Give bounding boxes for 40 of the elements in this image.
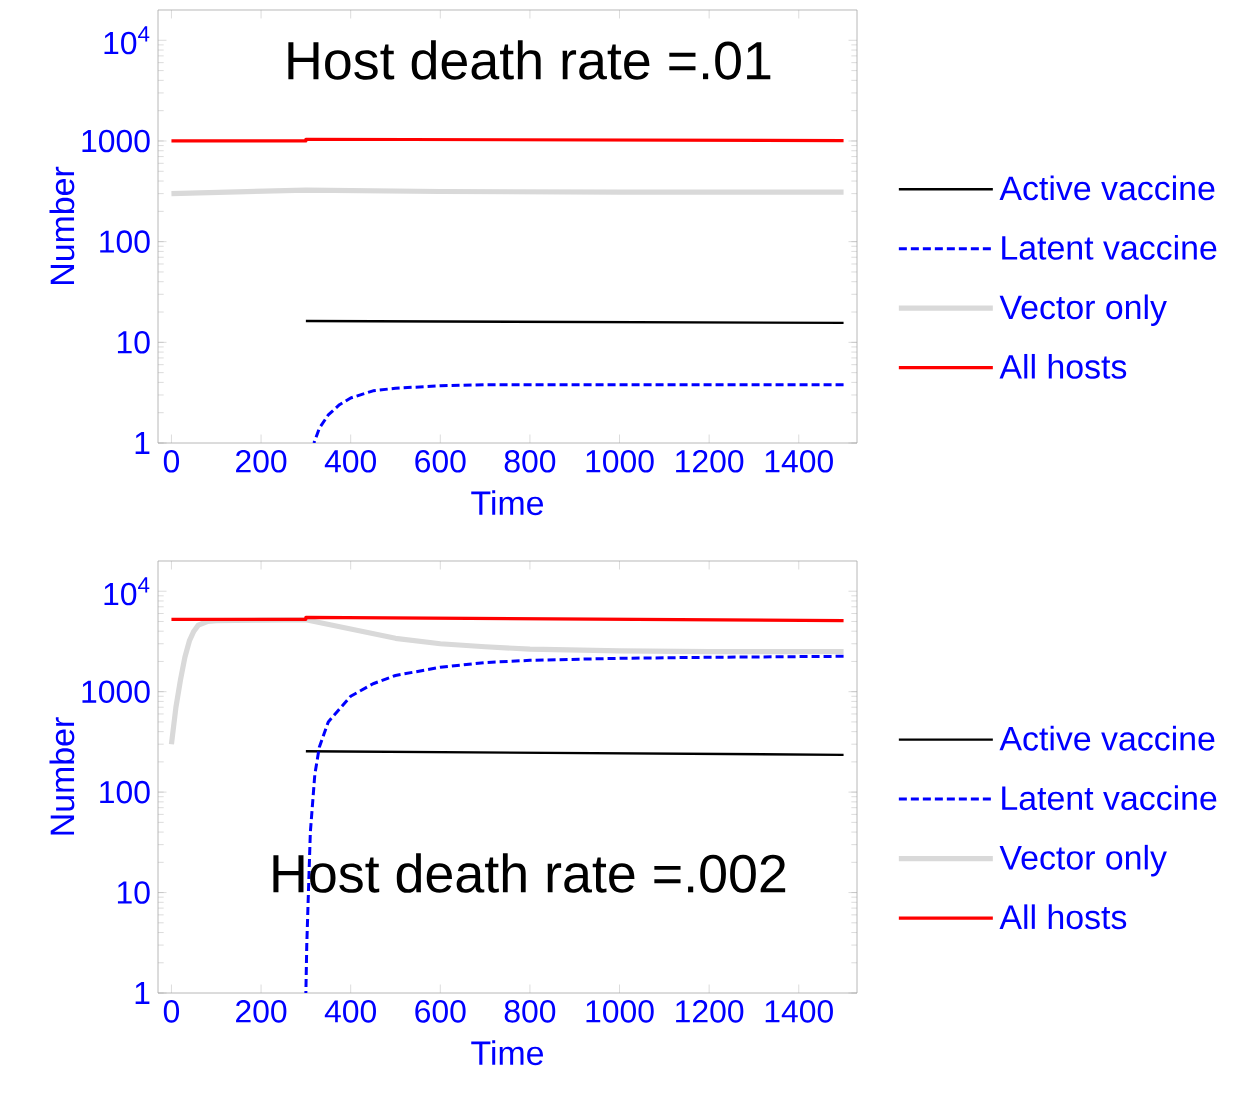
y-tick-label: 1 [135, 432, 150, 454]
x-tick-label: 800 [504, 1000, 556, 1023]
y-tick-label: 10 [117, 881, 150, 904]
x-tick-label: 800 [504, 450, 556, 473]
y-axis-title: Number [49, 717, 75, 835]
legend-label: All hosts [999, 904, 1127, 930]
x-tick-label: 0 [163, 450, 180, 473]
x-axis-title: Time [471, 1040, 544, 1066]
y-tick-label: 1 [135, 982, 150, 1004]
x-tick-label: 1200 [676, 1000, 744, 1023]
x-tick-label: 1000 [586, 1000, 654, 1023]
y-axis-title: Number [49, 166, 75, 284]
chart-title: Host death rate =.01 [288, 40, 771, 80]
y-tick-label: 1000 [82, 680, 150, 703]
legend-label: Active vaccine [999, 725, 1215, 751]
x-tick-label: 200 [236, 1000, 287, 1023]
x-tick-label: 600 [415, 1000, 466, 1023]
legend-label: Vector only [999, 844, 1167, 877]
x-tick-label: 400 [324, 450, 376, 473]
legend-label: All hosts [999, 353, 1127, 379]
y-tick-label: 100 [100, 230, 150, 253]
x-tick-label: 1000 [586, 450, 654, 473]
legend-label: Latent vaccine [1002, 234, 1217, 260]
y-tick-label: 100 [100, 780, 150, 804]
x-tick-label: 1400 [765, 450, 833, 473]
x-tick-label: 200 [236, 450, 287, 473]
text: Host death rate =.002 [273, 853, 786, 893]
legend-label: Latent vaccine [1002, 785, 1217, 811]
x-tick-label: 600 [415, 450, 466, 473]
legend-label: Active vaccine [999, 175, 1215, 201]
x-tick-label: 400 [324, 1000, 376, 1023]
y-tick-label: 10$^{4}$ [104, 577, 150, 606]
x-axis-title: Time [471, 490, 544, 516]
x-tick-label: 1400 [765, 1000, 833, 1023]
y-tick-label: 1000 [82, 129, 150, 153]
x-tick-label: 1200 [676, 450, 744, 473]
y-tick-label: 10 [117, 331, 150, 354]
y-tick-label: 10$^{4}$ [104, 26, 150, 55]
legend-label: Vector only [999, 294, 1167, 327]
x-tick-label: 0 [163, 1000, 180, 1023]
